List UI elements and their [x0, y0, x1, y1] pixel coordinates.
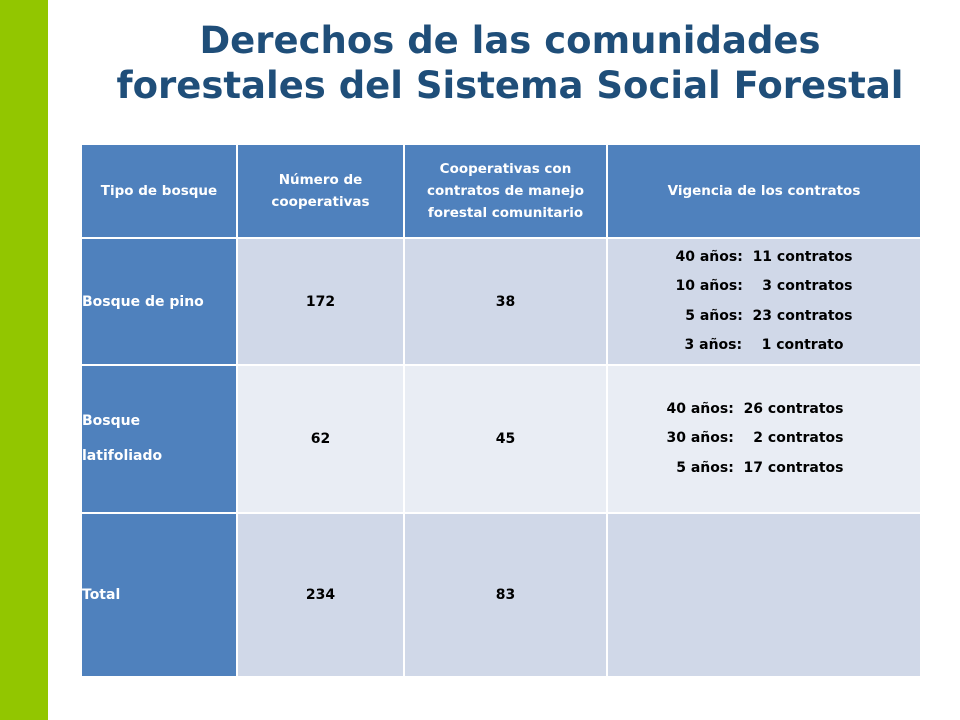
cell-vigencia-empty — [606, 512, 922, 678]
title-line-1: Derechos de las comunidades — [199, 19, 821, 62]
cell-cooperativas-contratos: 45 — [403, 364, 608, 514]
vigencia-line: 5 años: 17 contratos — [666, 459, 844, 476]
cell-numero: 62 — [236, 364, 405, 514]
cell-cooperativas-contratos: 83 — [403, 512, 608, 678]
header-vigencia: Vigencia de los contratos — [606, 143, 922, 239]
slide-title: Derechos de las comunidades forestales d… — [60, 18, 960, 108]
table-row: Total 234 83 — [80, 512, 922, 678]
vigencia-line: 5 años: 23 contratos — [675, 307, 853, 324]
vigencia-line: 30 años: 2 contratos — [666, 430, 844, 447]
cell-numero: 172 — [236, 237, 405, 366]
table-header-row: Tipo de bosque Número de cooperativas Co… — [80, 143, 922, 239]
vigencia-line: 40 años: 11 contratos — [675, 248, 853, 265]
cell-cooperativas-contratos: 38 — [403, 237, 608, 366]
table-row: Bosque de pino 172 38 40 años: 11 contra… — [80, 237, 922, 366]
header-cooperativas-contratos-text: Cooperativas con contratos de manejo for… — [427, 161, 584, 221]
cooperatives-table: Tipo de bosque Número de cooperativas Co… — [80, 143, 922, 678]
row-label-latifoliado: Bosque latifoliado — [80, 364, 238, 514]
vigencia-line: 10 años: 3 contratos — [675, 278, 853, 295]
cell-vigencia: 40 años: 11 contratos 10 años: 3 contrat… — [606, 237, 922, 366]
cell-vigencia: 40 años: 26 contratos 30 años: 2 contrat… — [606, 364, 922, 514]
header-tipo-bosque: Tipo de bosque — [80, 143, 238, 239]
accent-bar — [0, 0, 48, 720]
vigencia-line: 40 años: 26 contratos — [666, 401, 844, 418]
row-label-latifoliado-line-2: latifoliado — [82, 448, 163, 464]
row-label-total: Total — [80, 512, 238, 678]
title-line-2: forestales del Sistema Social Forestal — [116, 64, 904, 107]
header-cooperativas-contratos: Cooperativas con contratos de manejo for… — [403, 143, 608, 239]
row-label-pino: Bosque de pino — [80, 237, 238, 366]
header-numero-cooperativas-text: Número de cooperativas — [271, 172, 370, 210]
cell-numero: 234 — [236, 512, 405, 678]
table-row: Bosque latifoliado 62 45 40 años: 26 con… — [80, 364, 922, 514]
header-numero-cooperativas: Número de cooperativas — [236, 143, 405, 239]
vigencia-line: 3 años: 1 contrato — [684, 336, 844, 353]
row-label-latifoliado-line-1: Bosque — [82, 413, 141, 429]
